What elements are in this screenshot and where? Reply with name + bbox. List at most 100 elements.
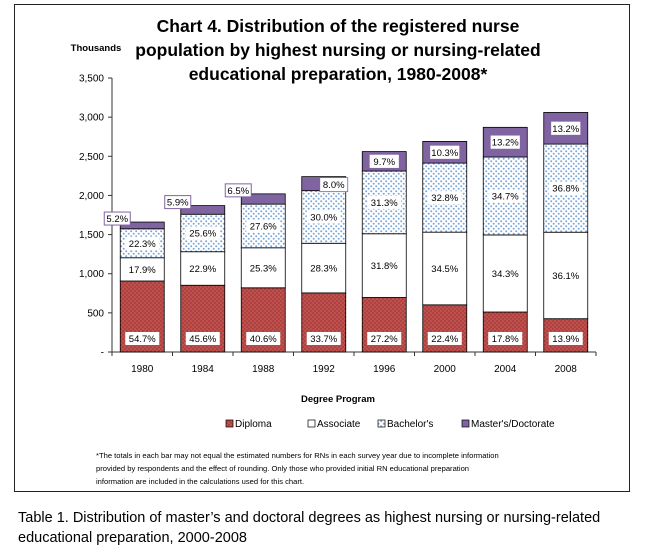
x-axis-label: Degree Program <box>301 394 375 405</box>
x-tick-label: 1992 <box>313 364 336 375</box>
legend-swatch-diploma <box>225 419 234 428</box>
data-label: 45.6% <box>189 334 216 345</box>
data-label: 54.7% <box>129 334 156 345</box>
data-label-box <box>368 153 400 169</box>
y-axis-label: Thousands <box>71 43 122 54</box>
data-label: 28.3% <box>310 264 337 275</box>
data-label-bg <box>125 262 160 276</box>
data-label: 22.4% <box>431 334 458 345</box>
chart-title-line: Chart 4. Distribution of the registered … <box>157 16 520 36</box>
data-label: 33.7% <box>310 334 337 345</box>
chart-frame <box>14 4 630 492</box>
y-tick-label: 2,000 <box>79 191 104 202</box>
data-label: 9.7% <box>373 157 395 168</box>
data-label-bg <box>125 236 160 250</box>
chart-footnote-line: provided by respondents and the effect o… <box>96 464 469 473</box>
legend-swatch-master-s-doctorate <box>461 419 470 428</box>
data-label: 25.3% <box>250 263 277 274</box>
data-label-box <box>489 134 521 150</box>
data-label-bg <box>185 332 220 345</box>
y-tick-label: 2,500 <box>79 152 104 163</box>
data-label-bg <box>306 261 341 275</box>
data-label: 13.2% <box>552 124 579 135</box>
data-label-bg <box>246 219 281 233</box>
data-label: 17.9% <box>129 265 156 276</box>
table-caption: Table 1. Distribution of master’s and do… <box>18 510 601 546</box>
data-label-box <box>103 211 131 226</box>
chart-title-line: population by highest nursing or nursing… <box>135 40 540 60</box>
bar-segment-master-s-doctorate <box>240 193 286 205</box>
legend-label: Associate <box>317 419 361 430</box>
chart-footnote-line: *The totals in each bar may not equal th… <box>96 451 499 460</box>
x-tick-label: 2000 <box>434 364 457 375</box>
y-tick-label: 3,000 <box>79 113 104 124</box>
data-label: 10.3% <box>431 148 458 159</box>
legend-label: Diploma <box>235 419 272 430</box>
data-label: 25.6% <box>189 228 216 239</box>
y-tick-label: 1,000 <box>79 269 104 280</box>
chart-title-line: educational preparation, 1980-2008* <box>189 64 488 84</box>
data-label: 36.8% <box>552 184 579 195</box>
y-tick-label: 500 <box>87 308 104 319</box>
data-label: 6.5% <box>227 186 249 197</box>
data-label: 17.8% <box>492 334 519 345</box>
data-label: 27.6% <box>250 221 277 232</box>
y-tick-label: 1,500 <box>79 230 104 241</box>
data-label: 31.3% <box>371 198 398 209</box>
x-tick-label: 1984 <box>192 364 215 375</box>
chart-canvas: Chart 4. Distribution of the registered … <box>71 16 597 486</box>
data-label-box <box>429 144 461 160</box>
legend-label: Bachelor's <box>387 419 433 430</box>
data-label: 22.9% <box>189 264 216 275</box>
data-label: 8.0% <box>323 180 345 191</box>
data-label-bg <box>427 191 462 205</box>
data-label-bg <box>246 261 281 275</box>
bar-segment-master-s-doctorate <box>180 205 226 215</box>
data-label: 36.1% <box>552 271 579 282</box>
x-tick-label: 2008 <box>555 364 578 375</box>
legend-swatch-associate <box>307 419 316 428</box>
data-label-bg <box>427 332 462 345</box>
data-label-bg <box>488 266 523 280</box>
x-tick-label: 1988 <box>252 364 275 375</box>
legend-label: Master's/Doctorate <box>471 419 555 430</box>
data-label: 5.9% <box>167 198 189 209</box>
y-tick-label: 3,500 <box>79 74 104 85</box>
data-label: 13.9% <box>552 334 579 345</box>
data-label-bg <box>367 332 402 345</box>
data-label-bg <box>185 261 220 275</box>
data-label-bg <box>306 332 341 345</box>
data-label: 5.2% <box>106 214 128 225</box>
data-label: 22.3% <box>129 239 156 250</box>
data-label-bg <box>548 181 583 195</box>
data-label: 34.7% <box>492 191 519 202</box>
data-label-box <box>550 120 582 136</box>
data-label: 27.2% <box>371 334 398 345</box>
data-label-bg <box>125 332 160 345</box>
data-label: 34.5% <box>431 264 458 275</box>
data-label-bg <box>548 332 583 345</box>
data-label-bg <box>246 332 281 345</box>
y-tick-label: - <box>101 348 104 359</box>
data-label-bg <box>367 259 402 273</box>
legend-swatch-bachelor-s <box>377 419 386 428</box>
data-label: 31.8% <box>371 261 398 272</box>
data-label-box <box>224 183 252 198</box>
data-label-bg <box>548 268 583 282</box>
data-label: 13.2% <box>492 138 519 149</box>
data-label-bg <box>488 189 523 203</box>
data-label-box <box>319 177 349 193</box>
data-label-bg <box>488 332 523 345</box>
data-label: 34.3% <box>492 269 519 280</box>
data-label: 32.8% <box>431 193 458 204</box>
x-tick-label: 2004 <box>494 364 517 375</box>
data-label-bg <box>367 195 402 209</box>
data-label-bg <box>306 210 341 224</box>
data-label-box <box>164 195 192 210</box>
x-tick-label: 1996 <box>373 364 396 375</box>
data-label-bg <box>427 262 462 276</box>
data-label-bg <box>185 226 220 240</box>
data-label: 40.6% <box>250 334 277 345</box>
data-label: 30.0% <box>310 212 337 223</box>
x-tick-label: 1980 <box>131 364 154 375</box>
